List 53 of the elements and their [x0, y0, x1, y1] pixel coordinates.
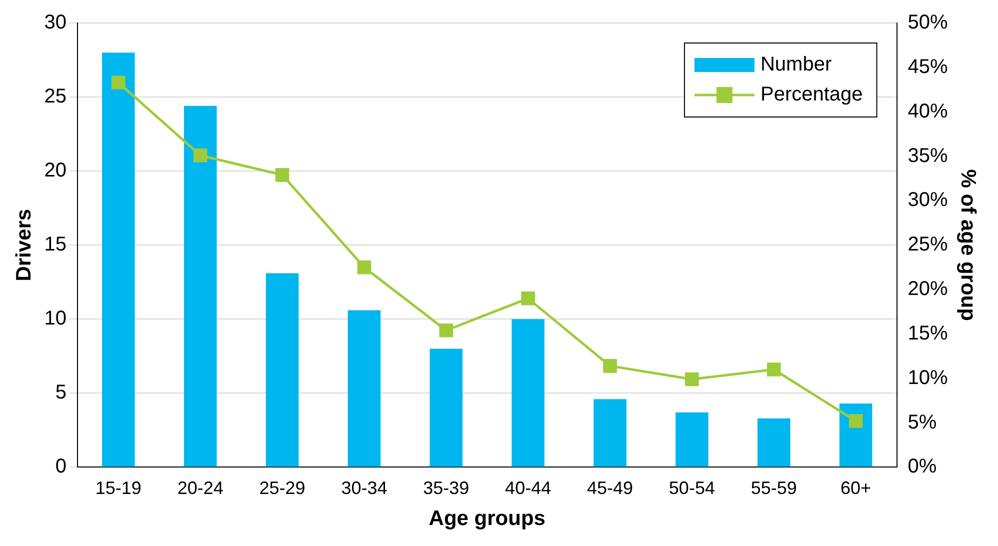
bar [512, 319, 544, 467]
y-tick-label: 0 [55, 456, 66, 478]
point [439, 323, 454, 338]
y2-tick-label: 10% [908, 366, 948, 389]
bar [757, 418, 790, 467]
x-tick-label: 40-44 [505, 478, 552, 498]
point [357, 260, 372, 274]
y-axis-title: Drivers [12, 208, 36, 282]
y2-tick-label: 40% [908, 100, 948, 122]
x-tick-label: 60+ [840, 478, 872, 498]
bar [839, 404, 872, 467]
x-tick-label: 20-24 [177, 478, 224, 498]
bar [676, 412, 708, 467]
y-tick-label: 15 [44, 234, 66, 256]
x-tick-label: 25-29 [259, 478, 306, 498]
y2-tick-label: 30% [908, 189, 948, 212]
y2-tick-label: 35% [908, 144, 948, 167]
y2-tick-label: 0% [908, 456, 937, 478]
y-tick-label: 20 [44, 160, 66, 182]
x-tick-label: 45-49 [586, 478, 634, 498]
bar [102, 52, 135, 467]
point [193, 148, 208, 162]
y2-tick-label: 50% [908, 12, 948, 34]
y2-tick-label: 25% [908, 234, 948, 256]
point [766, 362, 781, 376]
y-tick-label: 10 [44, 308, 66, 330]
y2-tick-label: 20% [908, 278, 948, 300]
y2-tick-label: 45% [908, 56, 948, 78]
point [603, 359, 617, 373]
point [848, 414, 863, 428]
y2-tick-label: 5% [908, 411, 937, 434]
bar [430, 348, 463, 467]
x-tick-label: 35-39 [423, 478, 470, 498]
legend-label: Percentage [760, 84, 863, 106]
point [112, 76, 126, 90]
bar [266, 273, 299, 467]
x-tick-label: 55-59 [750, 478, 797, 498]
x-tick-label: 30-34 [341, 478, 388, 498]
point [685, 372, 699, 386]
y-tick-label: 25 [44, 86, 66, 108]
bar [594, 399, 626, 467]
x-tick-label: 50-54 [668, 478, 715, 498]
y2-tick-label: 15% [908, 322, 948, 344]
point [275, 168, 290, 182]
y2-axis-title: % of age group [956, 169, 980, 321]
bar [348, 310, 381, 467]
y-tick-label: 30 [44, 12, 66, 34]
x-axis-title: Age groups [428, 507, 546, 530]
bar [184, 106, 217, 467]
point [521, 291, 535, 306]
x-tick-label: 15-19 [95, 478, 142, 498]
legend-label: Number [760, 54, 832, 76]
y-tick-label: 5 [55, 382, 66, 404]
